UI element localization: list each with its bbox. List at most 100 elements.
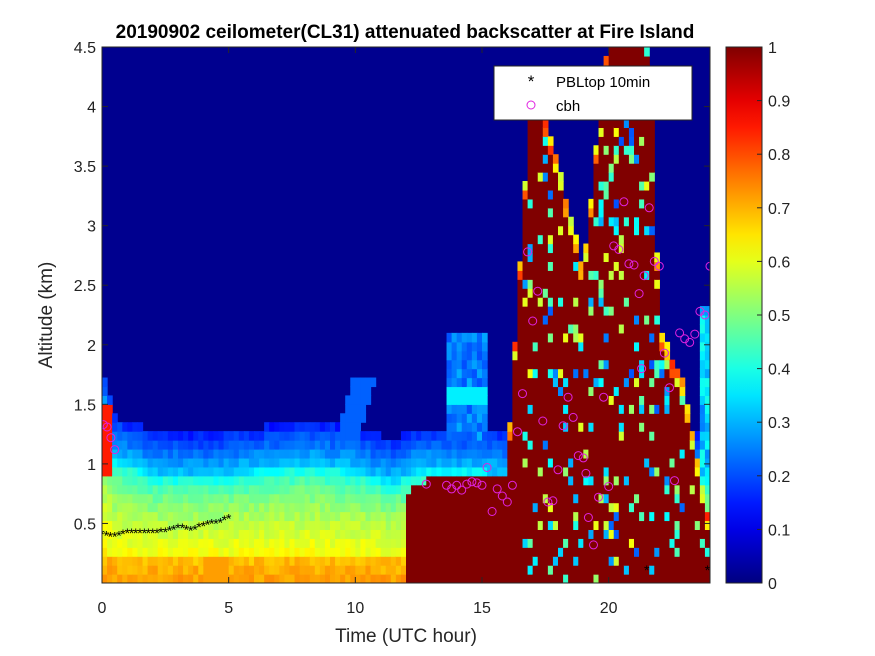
heatmap-cell: [649, 118, 655, 128]
heatmap-cell: [183, 574, 189, 583]
heatmap-cell: [284, 440, 291, 450]
heatmap-cell: [476, 511, 483, 522]
heatmap-cell: [238, 556, 245, 566]
heatmap-cell: [380, 565, 387, 575]
heatmap-cell: [608, 47, 615, 57]
heatmap-cell: [552, 297, 559, 307]
heatmap-cell: [628, 359, 635, 370]
heatmap-cell: [684, 529, 691, 539]
heatmap-cell: [380, 574, 387, 583]
heatmap-cell: [552, 511, 559, 522]
heatmap-cell: [573, 431, 579, 441]
heatmap-cell: [208, 457, 215, 468]
heatmap-cell: [669, 413, 676, 423]
heatmap-cell: [390, 574, 397, 583]
heatmap-cell: [102, 547, 108, 557]
heatmap-cell: [375, 529, 382, 539]
heatmap-cell: [102, 529, 108, 539]
heatmap-cell: [669, 466, 676, 477]
heatmap-cell: [446, 413, 453, 423]
heatmap-cell: [355, 422, 361, 432]
heatmap-cell: [264, 511, 270, 522]
heatmap-cell: [497, 484, 503, 495]
heatmap-cell: [634, 440, 640, 450]
heatmap-cell: [547, 538, 554, 548]
heatmap-cell: [502, 520, 508, 530]
heatmap-cell: [360, 493, 367, 504]
heatmap-cell: [613, 279, 620, 289]
heatmap-cell: [608, 377, 615, 388]
heatmap-cell: [537, 520, 544, 530]
heatmap-cell: [593, 350, 600, 361]
heatmap-cell: [674, 511, 681, 522]
heatmap-cell: [644, 341, 650, 352]
heatmap-cell: [198, 440, 204, 450]
heatmap-cell: [274, 520, 280, 530]
heatmap-cell: [421, 449, 427, 459]
heatmap-cell: [365, 449, 372, 459]
heatmap-cell: [568, 422, 574, 432]
heatmap-cell: [598, 270, 605, 280]
heatmap-cell: [527, 297, 534, 307]
heatmap-cell: [284, 422, 291, 432]
heatmap-cell: [406, 484, 412, 495]
heatmap-cell: [618, 172, 625, 182]
heatmap-cell: [502, 556, 508, 566]
heatmap-cell: [102, 502, 108, 513]
heatmap-cell: [628, 341, 635, 352]
heatmap-cell: [613, 377, 620, 388]
heatmap-cell: [699, 493, 706, 504]
heatmap-cell: [294, 556, 301, 566]
heatmap-cell: [243, 565, 250, 575]
heatmap-cell: [618, 207, 625, 218]
heatmap-cell: [299, 457, 306, 468]
heatmap-cell: [522, 466, 529, 477]
heatmap-cell: [355, 556, 361, 566]
heatmap-cell: [259, 493, 265, 504]
heatmap-cell: [522, 341, 529, 352]
heatmap-cell: [598, 520, 605, 530]
heatmap-cell: [558, 172, 564, 182]
heatmap-cell: [137, 493, 144, 504]
heatmap-cell: [573, 297, 579, 307]
heatmap-cell: [223, 440, 230, 450]
heatmap-cell: [461, 574, 468, 583]
heatmap-cell: [314, 529, 321, 539]
heatmap-cell: [314, 422, 321, 432]
heatmap-cell: [193, 538, 199, 548]
heatmap-cell: [416, 502, 422, 513]
pbltop-point: *: [116, 527, 122, 543]
heatmap-cell: [264, 529, 270, 539]
heatmap-cell: [365, 565, 372, 575]
heatmap-cell: [639, 261, 645, 271]
heatmap-cell: [248, 475, 255, 486]
heatmap-cell: [102, 404, 108, 414]
heatmap-cell: [527, 279, 534, 289]
heatmap-cell: [639, 529, 645, 539]
heatmap-cell: [431, 493, 437, 504]
heatmap-cell: [223, 484, 230, 495]
heatmap-cell: [228, 556, 235, 566]
heatmap-cell: [659, 332, 665, 343]
heatmap-cell: [233, 511, 240, 522]
heatmap-cell: [487, 502, 493, 513]
heatmap-cell: [517, 404, 524, 414]
heatmap-cell: [502, 440, 508, 450]
heatmap-cell: [314, 502, 321, 513]
heatmap-cell: [593, 431, 600, 441]
heatmap-cell: [172, 529, 179, 539]
heatmap-cell: [588, 306, 595, 316]
heatmap-cell: [547, 440, 554, 450]
heatmap-cell: [634, 404, 640, 414]
heatmap-cell: [618, 574, 625, 583]
heatmap-cell: [451, 457, 458, 468]
heatmap-cell: [522, 547, 529, 557]
pbltop-point: *: [226, 511, 232, 527]
heatmap-cell: [547, 556, 554, 566]
heatmap-cell: [568, 332, 574, 343]
heatmap-cell: [588, 243, 595, 254]
heatmap-cell: [563, 368, 569, 379]
heatmap-cell: [365, 538, 372, 548]
heatmap-cell: [710, 413, 716, 423]
heatmap-cell: [568, 431, 574, 441]
